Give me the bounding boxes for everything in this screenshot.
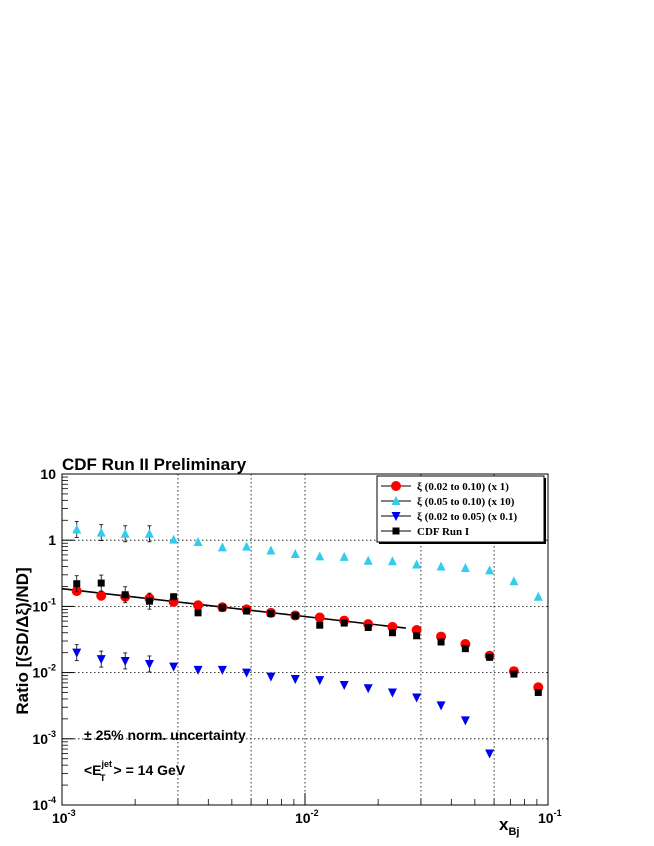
data-point — [314, 612, 325, 623]
data-point — [461, 645, 469, 653]
et-jet-note: <Ejet T > = 14 GeV — [84, 759, 186, 783]
legend-marker — [391, 496, 401, 505]
data-point — [120, 528, 130, 538]
x-tick-label: 10-1 — [538, 808, 562, 826]
data-point — [218, 604, 226, 612]
y-tick-label: 10-2 — [32, 663, 56, 681]
y-tick-label: 1 — [48, 532, 56, 548]
data-point — [388, 629, 396, 637]
data-point — [412, 559, 422, 569]
data-point — [169, 534, 179, 544]
data-point — [72, 524, 82, 534]
data-point — [436, 701, 446, 711]
data-point — [291, 612, 299, 620]
data-point — [460, 563, 470, 573]
data-point — [363, 684, 373, 694]
data-point — [364, 624, 372, 632]
annotations: ± 25% norm. uncertainty <Ejet T > = 14 GeV — [84, 727, 246, 783]
data-point — [121, 591, 129, 599]
y-tick-label: 10 — [40, 466, 56, 482]
data-point — [460, 716, 470, 726]
y-tick-label: 10-1 — [32, 596, 56, 614]
data-point — [120, 656, 130, 666]
data-point — [412, 693, 422, 703]
data-point — [363, 555, 373, 565]
x-axis-label: xBj — [499, 815, 519, 838]
data-point — [217, 665, 227, 675]
data-point — [96, 527, 106, 537]
x-tick-label: 10-3 — [52, 808, 76, 826]
data-point — [437, 638, 445, 646]
legend-marker — [392, 527, 400, 535]
data-point — [96, 655, 106, 665]
data-point — [144, 659, 154, 669]
legend-label: ξ (0.05 to 0.10) (x 10) — [417, 496, 515, 508]
data-point — [169, 662, 179, 672]
data-point — [242, 668, 252, 678]
data-marks — [71, 521, 544, 759]
data-point — [486, 653, 494, 661]
data-point — [534, 689, 542, 697]
data-point — [316, 621, 324, 629]
data-point — [267, 610, 275, 618]
data-point — [340, 619, 348, 627]
data-point — [193, 536, 203, 546]
fit-line — [61, 587, 406, 629]
data-point — [533, 591, 543, 601]
data-point — [73, 580, 81, 588]
data-point — [290, 675, 300, 685]
data-point — [243, 607, 251, 615]
data-point — [315, 676, 325, 686]
legend-marker — [391, 512, 401, 521]
x-tick-label: 10-2 — [295, 808, 319, 826]
data-point — [193, 600, 204, 611]
data-point — [315, 551, 325, 561]
data-point — [96, 590, 107, 601]
data-point — [144, 528, 154, 538]
norm-uncertainty-note: ± 25% norm. uncertainty — [84, 727, 246, 743]
fit-line-group — [61, 587, 406, 629]
data-point — [290, 548, 300, 558]
y-tick-label: 10-4 — [32, 795, 56, 813]
data-point — [72, 648, 82, 658]
legend-label: ξ (0.02 to 0.05) (x 0.1) — [417, 511, 518, 523]
data-point — [170, 593, 178, 601]
data-point — [387, 556, 397, 566]
legend-label: CDF Run I — [417, 526, 469, 538]
data-point — [485, 565, 495, 575]
legend-marker — [391, 481, 401, 491]
data-point — [217, 542, 227, 552]
data-point — [242, 541, 252, 551]
data-point — [485, 749, 495, 759]
data-point — [266, 672, 276, 682]
data-point — [387, 688, 397, 698]
data-point — [510, 670, 518, 678]
chart-title: CDF Run II Preliminary — [62, 455, 247, 474]
y-axis-label: Ratio [(SD/Δξ)/ND] — [13, 567, 32, 714]
data-point — [97, 579, 105, 587]
data-point — [266, 545, 276, 555]
data-point — [339, 680, 349, 690]
data-point — [339, 551, 349, 561]
data-point — [509, 576, 519, 586]
data-point — [193, 665, 203, 675]
data-point — [436, 561, 446, 571]
data-point — [413, 632, 421, 640]
y-tick-label: 10-3 — [32, 729, 56, 747]
data-point — [145, 597, 153, 605]
legend-label: ξ (0.02 to 0.10) (x 1) — [417, 481, 509, 493]
legend: ξ (0.02 to 0.10) (x 1) ξ (0.05 to 0.10) (… — [376, 475, 546, 544]
data-point — [194, 609, 202, 617]
